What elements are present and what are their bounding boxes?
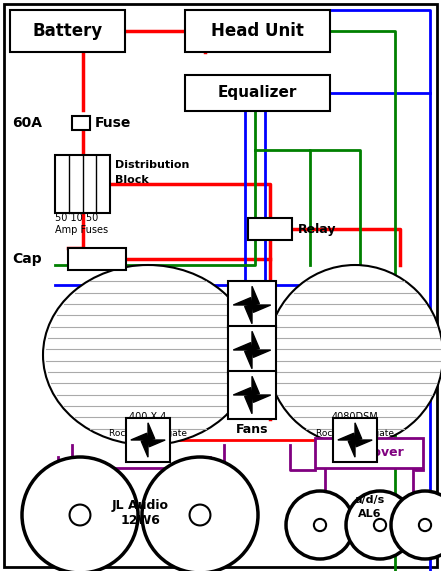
Polygon shape <box>245 305 252 324</box>
Polygon shape <box>233 343 252 350</box>
Bar <box>248 218 292 240</box>
Circle shape <box>346 491 414 559</box>
Text: Fans: Fans <box>236 423 268 436</box>
Bar <box>126 418 170 462</box>
Polygon shape <box>348 440 355 457</box>
Bar <box>228 371 276 419</box>
Polygon shape <box>355 423 362 440</box>
Circle shape <box>374 519 386 531</box>
Text: JL Audio: JL Audio <box>112 498 168 512</box>
Polygon shape <box>252 286 259 305</box>
Text: a/d/s: a/d/s <box>355 495 385 505</box>
Circle shape <box>142 457 258 571</box>
Text: Rockford Fosgate: Rockford Fosgate <box>316 428 394 437</box>
Polygon shape <box>245 350 252 369</box>
Bar <box>185 10 330 52</box>
Polygon shape <box>141 440 148 457</box>
Text: Battery: Battery <box>32 22 103 40</box>
Polygon shape <box>338 433 355 440</box>
Circle shape <box>286 491 354 559</box>
Text: Distribution: Distribution <box>115 160 189 170</box>
Text: Relay: Relay <box>298 223 336 235</box>
Text: AL6: AL6 <box>358 509 382 519</box>
Text: Head Unit: Head Unit <box>211 22 304 40</box>
Text: Fuse: Fuse <box>95 116 131 130</box>
Text: Block: Block <box>115 175 149 185</box>
Circle shape <box>314 519 326 531</box>
Polygon shape <box>245 395 252 414</box>
Text: Amp Fuses: Amp Fuses <box>55 225 108 235</box>
Bar <box>10 10 125 52</box>
Text: 50 10 50: 50 10 50 <box>55 213 98 223</box>
Polygon shape <box>131 433 148 440</box>
Polygon shape <box>355 440 372 447</box>
Polygon shape <box>252 395 271 403</box>
Polygon shape <box>252 305 271 312</box>
Bar <box>315 438 423 468</box>
Text: 12W6: 12W6 <box>120 513 160 526</box>
Polygon shape <box>148 440 165 447</box>
Bar <box>333 418 377 462</box>
Polygon shape <box>252 376 259 395</box>
Circle shape <box>22 457 138 571</box>
Bar <box>185 75 330 111</box>
Text: 60A: 60A <box>12 116 42 130</box>
Text: Crossover: Crossover <box>334 447 404 460</box>
Polygon shape <box>233 388 252 395</box>
Text: Equalizer: Equalizer <box>218 86 297 100</box>
Circle shape <box>70 505 90 525</box>
Text: 400 X 4: 400 X 4 <box>129 412 167 422</box>
Text: Cap: Cap <box>12 252 41 266</box>
Bar <box>72 116 90 130</box>
Bar <box>228 326 276 374</box>
Polygon shape <box>252 350 271 357</box>
Polygon shape <box>148 423 155 440</box>
Text: Rockford Fosgate: Rockford Fosgate <box>109 428 187 437</box>
Bar <box>228 281 276 329</box>
Text: 4080DSM: 4080DSM <box>332 412 378 422</box>
Polygon shape <box>233 297 252 305</box>
Circle shape <box>419 519 431 531</box>
Bar <box>68 248 126 270</box>
Ellipse shape <box>43 265 253 445</box>
Circle shape <box>190 505 210 525</box>
Polygon shape <box>252 331 259 350</box>
Bar <box>55 155 110 213</box>
Ellipse shape <box>267 265 441 445</box>
Circle shape <box>391 491 441 559</box>
